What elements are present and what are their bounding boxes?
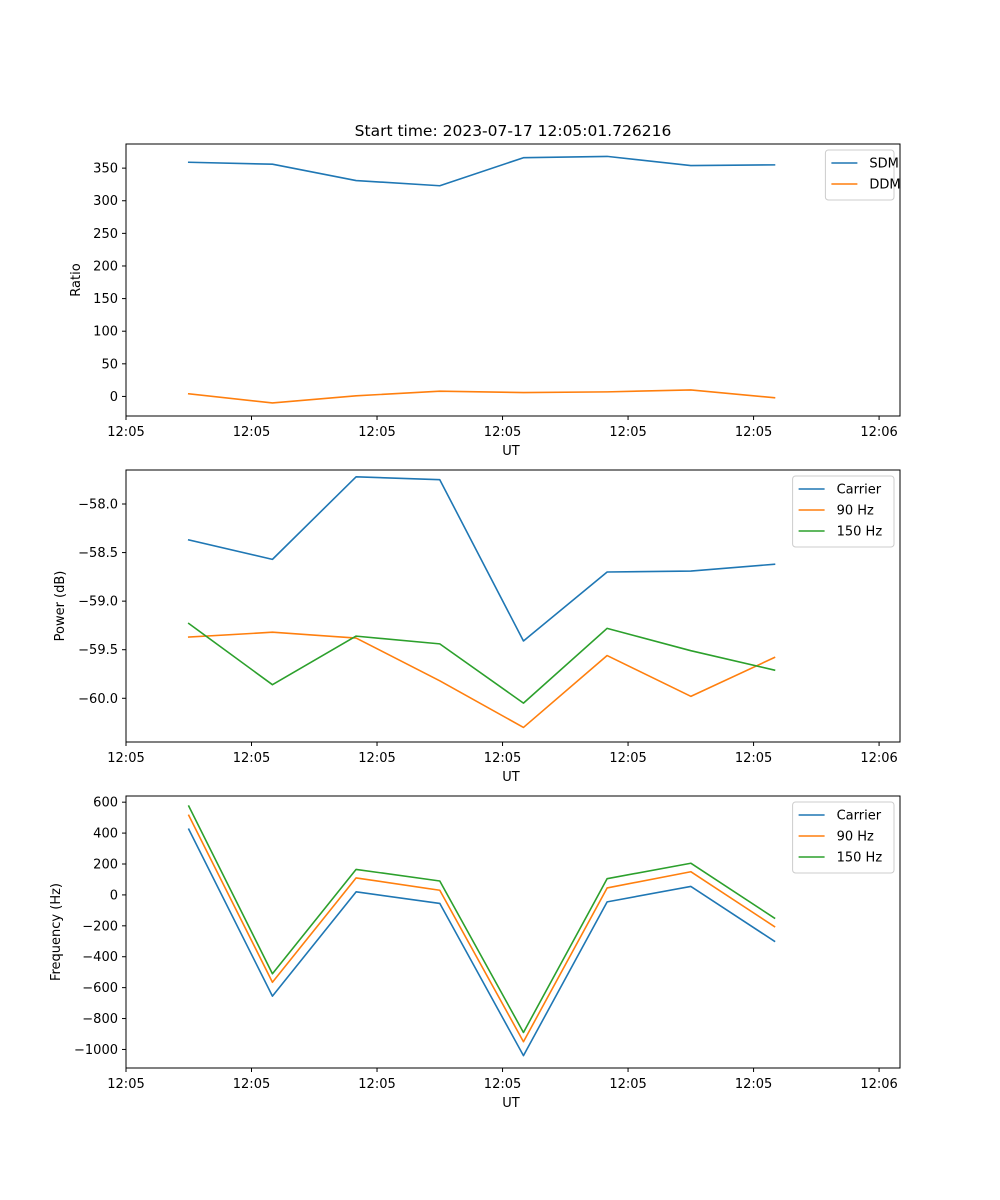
- legend-box: [792, 475, 895, 548]
- series-line-carrier: [187, 475, 776, 642]
- y-tick-label: −800: [82, 1012, 118, 1027]
- y-tick-label: 0: [110, 390, 118, 405]
- x-tick-label: 12:05: [107, 751, 144, 766]
- y-tick-label: 50: [101, 357, 118, 372]
- series-line-90-hz: [187, 631, 776, 729]
- legend-label: 150 Hz: [837, 851, 883, 866]
- legend-label: Carrier: [837, 483, 882, 498]
- series-line-sdm: [187, 155, 776, 187]
- x-tick-label: 12:05: [484, 1077, 521, 1092]
- y-tick-label: −60.0: [78, 692, 118, 707]
- x-tick-label: 12:05: [609, 425, 646, 440]
- x-axis-label: UT: [502, 444, 520, 459]
- series-line-carrier: [187, 828, 776, 1057]
- x-tick-label: 12:05: [358, 1077, 395, 1092]
- legend-label: DDM: [869, 178, 900, 193]
- y-tick-label: 600: [93, 796, 118, 811]
- x-tick-label: 12:05: [735, 1077, 772, 1092]
- subplot-3: 12:05 12:05 12:05 12:05 12:05 12:05 12:06 −1000…: [49, 795, 901, 1111]
- y-tick-label: 0: [110, 888, 118, 903]
- y-tick-label: 200: [93, 858, 118, 873]
- series-line-90-hz: [187, 814, 776, 1043]
- axes-frame: [125, 143, 901, 417]
- x-axis-label: UT: [502, 1096, 520, 1111]
- y-tick-label: −58.5: [78, 546, 118, 561]
- subplot-2: 12:05 12:05 12:05 12:05 12:05 12:05 12:06 −60.0…: [53, 469, 901, 785]
- x-tick-label: 12:05: [609, 751, 646, 766]
- axes-frame: [125, 795, 901, 1069]
- legend-label: 150 Hz: [837, 525, 883, 540]
- y-tick-label: 150: [93, 292, 118, 307]
- x-tick-label: 12:06: [860, 1077, 897, 1092]
- y-tick-label: 200: [93, 259, 118, 274]
- x-tick-label: 12:05: [484, 425, 521, 440]
- legend-label: 90 Hz: [837, 504, 874, 519]
- y-tick-label: −600: [82, 981, 118, 996]
- x-tick-label: 12:05: [735, 425, 772, 440]
- x-tick-label: 12:05: [609, 1077, 646, 1092]
- y-axis-label: Frequency (Hz): [49, 883, 64, 981]
- y-axis-label: Power (dB): [53, 571, 68, 642]
- axes-frame: [125, 469, 901, 743]
- x-tick-label: 12:05: [358, 425, 395, 440]
- legend: Carrier 90 Hz 150 Hz: [792, 475, 895, 548]
- legend: SDM DDM: [824, 149, 901, 201]
- legend-label: 90 Hz: [837, 830, 874, 845]
- legend-box: [792, 801, 895, 874]
- x-tick-label: 12:05: [107, 425, 144, 440]
- series-line-150-hz: [187, 622, 776, 704]
- y-tick-label: −200: [82, 919, 118, 934]
- y-tick-label: −400: [82, 950, 118, 965]
- legend-label: SDM: [869, 157, 898, 172]
- subplot-1: 12:05 12:05 12:05 12:05 12:05 12:05 12:06 0 50 10…: [69, 143, 901, 459]
- x-tick-label: 12:05: [107, 1077, 144, 1092]
- x-tick-label: 12:06: [860, 751, 897, 766]
- figure-title: Start time: 2023-07-17 12:05:01.726216: [355, 122, 672, 140]
- y-tick-label: −59.0: [78, 595, 118, 610]
- y-tick-label: 400: [93, 827, 118, 842]
- series-line-150-hz: [187, 804, 776, 1034]
- y-tick-label: 350: [93, 162, 118, 177]
- series-line-ddm: [187, 389, 776, 404]
- y-tick-label: 100: [93, 325, 118, 340]
- x-tick-label: 12:05: [233, 425, 270, 440]
- legend: Carrier 90 Hz 150 Hz: [792, 801, 895, 874]
- x-tick-label: 12:05: [233, 1077, 270, 1092]
- y-tick-label: −58.0: [78, 498, 118, 513]
- x-tick-label: 12:05: [735, 751, 772, 766]
- x-tick-label: 12:05: [358, 751, 395, 766]
- y-tick-label: 300: [93, 194, 118, 209]
- x-tick-label: 12:05: [233, 751, 270, 766]
- y-tick-label: −1000: [74, 1043, 118, 1058]
- y-tick-label: 250: [93, 227, 118, 242]
- legend-label: Carrier: [837, 809, 882, 824]
- x-axis-label: UT: [502, 770, 520, 785]
- y-axis-label: Ratio: [69, 263, 84, 296]
- y-tick-label: −59.5: [78, 643, 118, 658]
- x-tick-label: 12:06: [860, 425, 897, 440]
- x-tick-label: 12:05: [484, 751, 521, 766]
